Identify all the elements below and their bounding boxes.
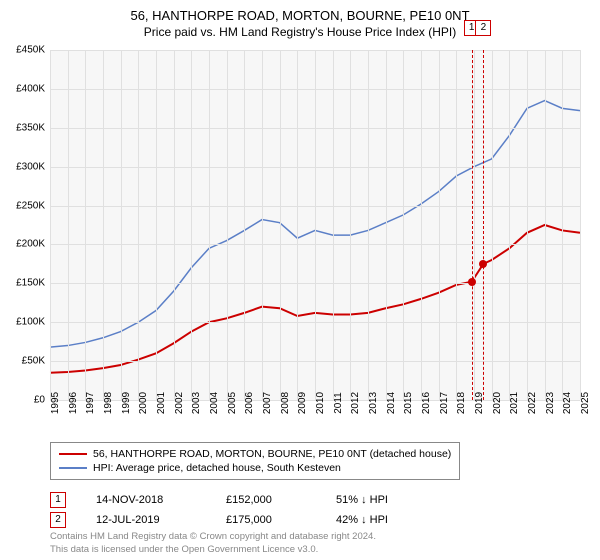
xtick-label: 2017 [439,392,450,414]
xtick-label: 2013 [368,392,379,414]
xtick-label: 2008 [280,392,291,414]
xtick-label: 2019 [474,392,485,414]
legend-item: HPI: Average price, detached house, Sout… [59,461,451,475]
plot-area: 12 [50,50,580,400]
xtick-label: 2000 [138,392,149,414]
chart-title: 56, HANTHORPE ROAD, MORTON, BOURNE, PE10… [0,0,600,23]
xtick-label: 2021 [509,392,520,414]
xtick-label: 2002 [174,392,185,414]
ytick-label: £0 [5,395,45,406]
transaction-pct: 42% ↓ HPI [336,514,436,526]
xtick-label: 2001 [156,392,167,414]
chart-subtitle: Price paid vs. HM Land Registry's House … [0,23,600,39]
xtick-label: 2018 [456,392,467,414]
xtick-label: 2003 [191,392,202,414]
ytick-label: £450K [5,45,45,56]
xtick-label: 2009 [297,392,308,414]
legend: 56, HANTHORPE ROAD, MORTON, BOURNE, PE10… [50,442,460,480]
ytick-label: £100K [5,317,45,328]
xtick-label: 2024 [562,392,573,414]
xtick-label: 2015 [403,392,414,414]
xtick-label: 2004 [209,392,220,414]
transaction-date: 14-NOV-2018 [96,494,196,506]
xtick-label: 1995 [50,392,61,414]
chart-container: 56, HANTHORPE ROAD, MORTON, BOURNE, PE10… [0,0,600,560]
footer-line2: This data is licensed under the Open Gov… [50,544,376,556]
xtick-label: 1996 [68,392,79,414]
transaction-marker: 1 [50,492,66,508]
legend-item: 56, HANTHORPE ROAD, MORTON, BOURNE, PE10… [59,447,451,461]
ytick-label: £350K [5,122,45,133]
xtick-label: 2023 [545,392,556,414]
sale-marker-box: 2 [475,20,491,36]
xtick-label: 2007 [262,392,273,414]
ytick-label: £50K [5,356,45,367]
xtick-label: 1999 [121,392,132,414]
transaction-row: 1 14-NOV-2018 £152,000 51% ↓ HPI [50,490,436,510]
xtick-label: 2012 [350,392,361,414]
transaction-price: £175,000 [226,514,306,526]
legend-label: HPI: Average price, detached house, Sout… [93,462,341,474]
sale-dot [468,278,476,286]
footer-text: Contains HM Land Registry data © Crown c… [50,531,376,556]
xtick-label: 2005 [227,392,238,414]
transaction-price: £152,000 [226,494,306,506]
transaction-date: 12-JUL-2019 [96,514,196,526]
legend-label: 56, HANTHORPE ROAD, MORTON, BOURNE, PE10… [93,448,451,460]
transaction-marker: 2 [50,512,66,528]
xtick-label: 2022 [527,392,538,414]
xtick-label: 2011 [333,392,344,414]
footer-line1: Contains HM Land Registry data © Crown c… [50,531,376,543]
xtick-label: 2006 [244,392,255,414]
xtick-label: 2016 [421,392,432,414]
ytick-label: £200K [5,239,45,250]
ytick-label: £250K [5,200,45,211]
ytick-label: £150K [5,278,45,289]
ytick-label: £300K [5,161,45,172]
xtick-label: 1998 [103,392,114,414]
xtick-label: 2010 [315,392,326,414]
xtick-label: 2025 [580,392,591,414]
sale-dot [479,260,487,268]
legend-swatch [59,453,87,455]
transaction-row: 2 12-JUL-2019 £175,000 42% ↓ HPI [50,510,436,530]
xtick-label: 2014 [386,392,397,414]
transaction-table: 1 14-NOV-2018 £152,000 51% ↓ HPI 2 12-JUL-201… [50,490,436,530]
ytick-label: £400K [5,83,45,94]
legend-swatch [59,467,87,469]
xtick-label: 2020 [492,392,503,414]
xtick-label: 1997 [85,392,96,414]
transaction-pct: 51% ↓ HPI [336,494,436,506]
